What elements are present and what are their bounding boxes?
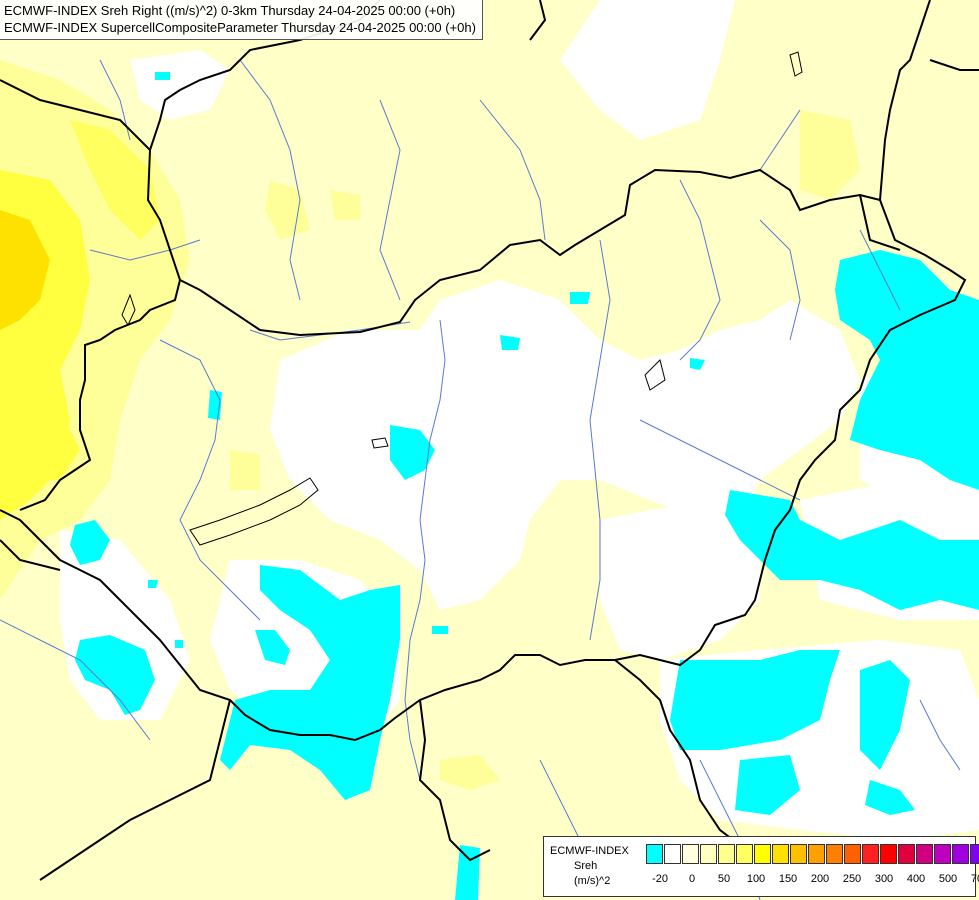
legend-swatch <box>664 844 681 864</box>
legend-swatch <box>952 844 969 864</box>
negative-shading <box>70 72 979 900</box>
legend-tick-label: 400 <box>906 873 926 885</box>
legend-swatch <box>646 844 663 864</box>
legend-swatch <box>682 844 699 864</box>
legend-swatch <box>844 844 861 864</box>
legend-tick-label: 500 <box>938 873 958 885</box>
lakes <box>121 51 803 546</box>
legend-swatch <box>862 844 879 864</box>
legend-tick-labels: -20 0 50 100 150 200 250 300 400 500 700 <box>646 873 979 887</box>
legend-tick-label: 100 <box>746 873 766 885</box>
legend-swatch <box>736 844 753 864</box>
legend-tick-label: 300 <box>874 873 894 885</box>
legend-swatch <box>898 844 915 864</box>
legend-swatch <box>718 844 735 864</box>
legend-title: ECMWF-INDEX <box>550 845 629 857</box>
rivers <box>0 59 961 900</box>
legend-tick-label: -20 <box>652 873 668 885</box>
legend-swatch <box>808 844 825 864</box>
legend-swatch <box>934 844 951 864</box>
legend-color-bar <box>646 844 979 864</box>
legend-swatch <box>970 844 979 864</box>
legend-tick-label: 700 <box>970 873 979 885</box>
legend-tick-label: 0 <box>688 873 696 885</box>
legend-tick-label: 150 <box>778 873 798 885</box>
legend-variable: Sreh <box>574 860 598 872</box>
legend-swatch <box>916 844 933 864</box>
legend-swatch <box>772 844 789 864</box>
legend-tick-label: 250 <box>842 873 862 885</box>
color-legend: ECMWF-INDEX Sreh (m/s)^2 -20 0 50 100 150 200… <box>543 836 979 897</box>
positive-shading <box>0 60 860 790</box>
legend-swatch <box>826 844 843 864</box>
country-borders <box>0 0 979 881</box>
legend-swatch <box>790 844 807 864</box>
header-line-1: ECMWF-INDEX Sreh Right ((m/s)^2) 0-3km T… <box>4 3 456 18</box>
legend-swatch <box>880 844 897 864</box>
map-header: ECMWF-INDEX Sreh Right ((m/s)^2) 0-3km T… <box>0 0 483 40</box>
legend-swatch <box>700 844 717 864</box>
legend-tick-label: 50 <box>717 873 731 885</box>
legend-unit: (m/s)^2 <box>574 875 611 887</box>
legend-swatch <box>754 844 771 864</box>
legend-tick-label: 200 <box>810 873 830 885</box>
header-line-2: ECMWF-INDEX SupercellCompositeParameter … <box>4 20 476 35</box>
